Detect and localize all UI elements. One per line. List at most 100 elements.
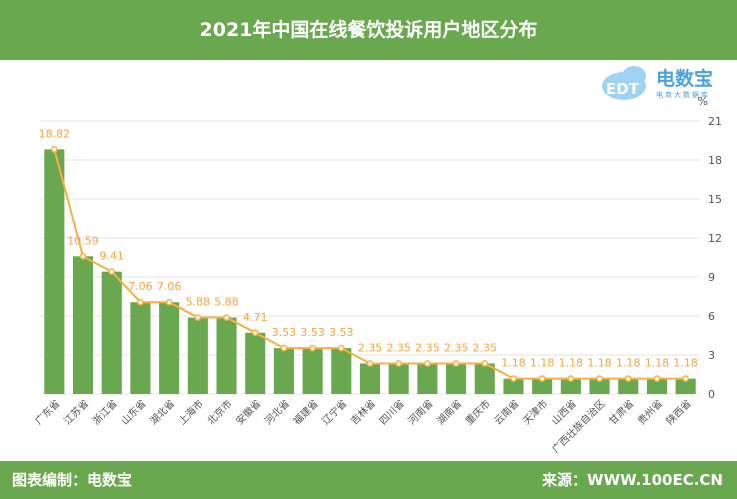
page-title: 2021年中国在线餐饮投诉用户地区分布 — [199, 19, 538, 41]
x-tick-label: 云南省 — [491, 397, 521, 427]
data-label: 3.53 — [329, 326, 354, 339]
bar — [560, 378, 581, 394]
line-point — [510, 375, 517, 383]
line-point — [682, 375, 690, 383]
data-label: 2.35 — [415, 341, 440, 354]
x-tick-label: 浙江省 — [89, 397, 119, 427]
data-label: 3.53 — [300, 326, 325, 339]
y-tick-label: 15 — [708, 193, 722, 206]
bar — [417, 363, 438, 394]
x-tick-label: 陕西省 — [663, 397, 693, 427]
data-label: 10.59 — [67, 234, 99, 247]
data-label: 18.82 — [39, 127, 71, 140]
bar — [388, 363, 409, 394]
x-tick-label: 四川省 — [376, 397, 406, 427]
bar — [532, 378, 553, 394]
bar — [646, 378, 667, 394]
line-point — [251, 329, 259, 337]
line-point — [309, 344, 316, 352]
y-tick-label: 0 — [708, 388, 715, 401]
x-tick-label: 贵州省 — [635, 397, 665, 427]
bar — [273, 348, 294, 394]
bar — [331, 348, 352, 394]
line-point — [165, 298, 173, 306]
data-label: 3.53 — [272, 326, 297, 339]
logo-badge: EDT — [606, 80, 640, 98]
logo-subtext: 电商大数据库 — [656, 91, 710, 99]
x-tick-label: 福建省 — [290, 397, 320, 427]
data-label: 2.35 — [358, 341, 383, 354]
bar — [159, 302, 180, 394]
data-label: 2.35 — [386, 341, 411, 354]
x-tick-label: 湖北省 — [147, 397, 177, 427]
x-tick-label: 上海市 — [176, 397, 206, 427]
footer-bar: 图表编制：电数宝 来源：WWW.100EC.CN — [0, 461, 737, 499]
data-label: 2.35 — [473, 341, 498, 354]
line-point — [538, 375, 546, 383]
bar — [503, 378, 524, 394]
bar — [589, 378, 610, 394]
line-point — [366, 360, 374, 367]
x-tick-label: 重庆市 — [462, 397, 492, 427]
line-point — [653, 375, 661, 383]
data-label: 1.18 — [645, 357, 670, 370]
bar — [245, 332, 266, 394]
line-point — [137, 298, 144, 306]
line-point — [337, 344, 345, 352]
x-tick-label: 天津市 — [520, 397, 550, 427]
line-point — [223, 314, 230, 321]
trend-line — [50, 145, 690, 383]
y-axis-unit: % — [698, 95, 708, 108]
y-axis-ticks: 0 3 6 9 12 15 18 21 — [708, 115, 722, 401]
x-tick-label: 安徽省 — [233, 397, 263, 427]
bar — [101, 271, 122, 394]
footer-source: 来源：WWW.100EC.CN — [542, 471, 723, 489]
bar — [302, 348, 323, 394]
bar — [675, 378, 696, 394]
data-label: 1.18 — [616, 357, 641, 370]
line-point — [481, 360, 489, 367]
bar — [446, 363, 467, 394]
y-tick-label: 18 — [708, 154, 722, 167]
x-tick-label: 甘肃省 — [606, 397, 636, 427]
data-label: 1.18 — [530, 357, 555, 370]
bar — [73, 256, 94, 394]
bar — [187, 317, 208, 394]
cloud-logo-icon: EDT — [602, 66, 646, 100]
x-tick-label: 广东省 — [32, 397, 62, 427]
line-point — [424, 360, 431, 367]
y-tick-label: 6 — [708, 310, 715, 323]
data-label: 1.18 — [587, 357, 612, 370]
y-tick-label: 12 — [708, 232, 722, 245]
line-point — [395, 360, 403, 367]
bar — [474, 363, 495, 394]
data-label: 4.71 — [243, 311, 268, 324]
x-tick-label: 山东省 — [118, 397, 148, 427]
logo: EDT 电数宝 电商大数据库 — [598, 62, 718, 106]
data-label: 9.41 — [99, 250, 124, 263]
x-tick-label: 吉林省 — [348, 397, 378, 427]
data-label: 1.18 — [673, 357, 698, 370]
line-point — [50, 145, 58, 153]
x-tick-label: 河南省 — [405, 397, 435, 427]
footer-credit: 图表编制：电数宝 — [12, 471, 133, 489]
data-label: 1.18 — [501, 357, 526, 370]
line-point — [280, 344, 288, 352]
header-bar: 2021年中国在线餐饮投诉用户地区分布 — [0, 0, 737, 60]
data-label: 5.88 — [214, 296, 239, 309]
y-tick-label: 21 — [708, 115, 722, 128]
x-tick-label: 河北省 — [262, 397, 292, 427]
bar — [359, 363, 381, 394]
x-tick-label: 江苏省 — [61, 397, 91, 427]
bar — [44, 149, 65, 394]
x-axis-ticks: 广东省 江苏省 浙江省 山东省 湖北省 上海市 北京市 安徽省 河北省 福建省 辽宁省 吉林省 四川省河… — [32, 397, 694, 456]
data-label: 1.18 — [559, 357, 584, 370]
line-point — [108, 268, 116, 276]
line-point — [79, 252, 87, 260]
y-tick-label: 9 — [708, 271, 715, 284]
bar — [618, 378, 639, 394]
line-point — [452, 360, 460, 367]
logo-text: 电数宝 — [656, 68, 714, 90]
